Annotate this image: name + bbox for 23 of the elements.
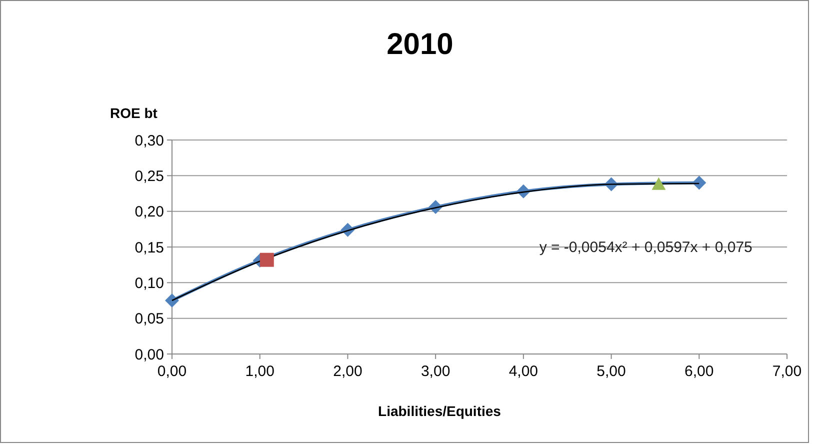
x-tick-label: 4,00 — [508, 363, 538, 380]
x-tick-label: 0,00 — [157, 363, 187, 380]
y-axis-title: ROE bt — [110, 105, 158, 121]
x-tick-label: 7,00 — [772, 363, 802, 380]
point — [652, 177, 666, 190]
y-tick-label: 0,15 — [134, 239, 164, 256]
chart-title: 2010 — [386, 28, 454, 61]
y-tick-label: 0,00 — [134, 346, 164, 364]
point — [165, 294, 179, 308]
x-tick-label: 1,00 — [245, 363, 274, 380]
y-tick-label: 0,20 — [134, 204, 164, 221]
x-tick-label: 3,00 — [420, 363, 450, 380]
y-tick-label: 0,25 — [134, 168, 164, 185]
x-axis-title: Liabilities/Equities — [378, 403, 502, 419]
x-tick-label: 2,00 — [333, 363, 362, 380]
y-tick-label: 0,05 — [134, 310, 164, 328]
point — [260, 252, 274, 267]
annotation: y = -0,0054x² + 0,0597x + 0,075 — [539, 239, 752, 256]
point — [692, 176, 706, 190]
x-tick-label: 6,00 — [684, 363, 714, 380]
y-tick-label: 0,10 — [134, 274, 164, 292]
y-tick-label: 0,30 — [134, 132, 164, 150]
x-tick-label: 5,00 — [596, 363, 626, 380]
